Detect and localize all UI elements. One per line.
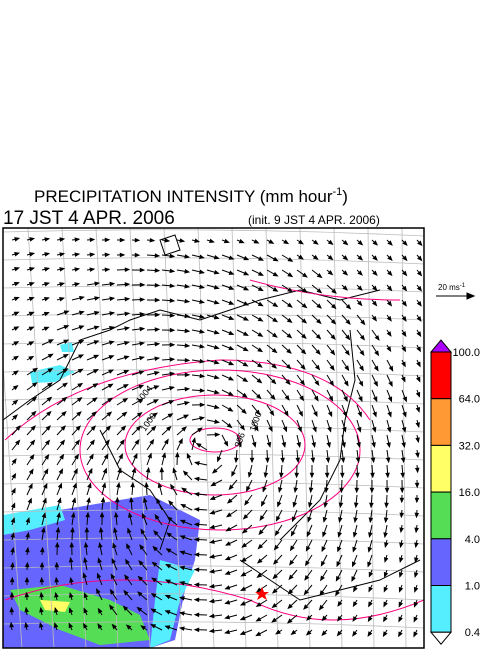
colorbar-label: 4.0 — [465, 534, 480, 546]
title-end: ) — [342, 187, 348, 206]
colorbar-band — [431, 492, 451, 539]
vector-legend-text: 20 ms — [438, 283, 460, 292]
colorbar-top-triangle — [431, 340, 451, 352]
title-sup: -1 — [332, 186, 342, 198]
colorbar-label: 0.4 — [465, 627, 480, 639]
valid-time: 17 JST 4 APR. 2006 — [3, 208, 175, 229]
colorbar-band — [431, 399, 451, 446]
colorbar-label: 1.0 — [465, 581, 480, 593]
colorbar-band — [431, 445, 451, 492]
colorbar-label: 32.0 — [459, 440, 480, 452]
colorbar-label: 16.0 — [459, 487, 480, 499]
title: PRECIPITATION INTENSITY (mm hour-1) — [34, 186, 348, 206]
colorbar-label: 64.0 — [459, 394, 480, 406]
title-main: PRECIPITATION INTENSITY (mm hour — [34, 187, 333, 206]
colorbar-band — [431, 586, 451, 633]
vector-legend-arrow — [436, 293, 474, 299]
colorbar-label: 100.0 — [452, 347, 480, 359]
vector-legend-sup: -1 — [460, 283, 466, 289]
map-area: 1004 1000 996 1000 — [0, 228, 470, 650]
colorbar-band — [431, 539, 451, 586]
colorbar-bottom-triangle — [431, 632, 451, 644]
colorbar-band — [431, 352, 451, 399]
vector-legend-label: 20 ms-1 — [438, 283, 466, 292]
init-time: (init. 9 JST 4 APR. 2006) — [248, 213, 380, 227]
colorbar: 100.0 64.0 32.0 16.0 4.0 1.0 0.4 — [431, 340, 480, 644]
